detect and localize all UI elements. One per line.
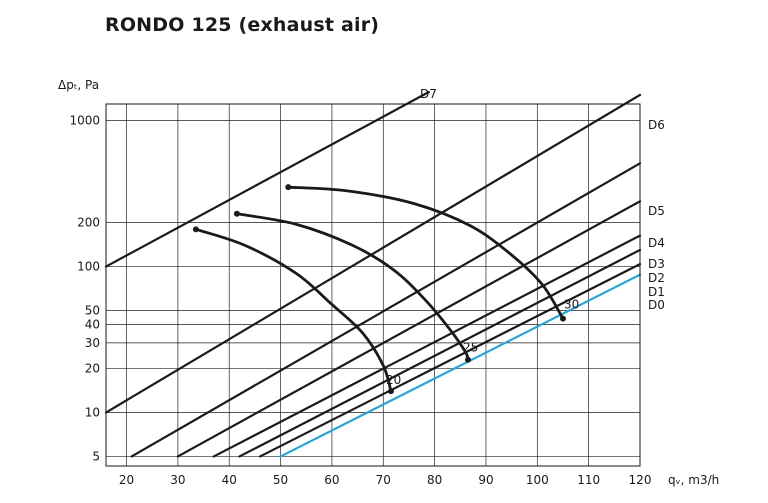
- x-axis-label: qᵥ, m3/h: [668, 473, 719, 487]
- x-tick-label: 100: [526, 473, 549, 487]
- y-tick-label: 30: [85, 336, 100, 350]
- curve-start-dot: [192, 226, 199, 233]
- x-tick-label: 20: [119, 473, 134, 487]
- series-line-d2: [238, 248, 642, 458]
- series-line-d5: [130, 162, 642, 458]
- x-tick-label: 90: [478, 473, 493, 487]
- series-line-d4: [176, 200, 642, 458]
- y-tick-label: 100: [77, 260, 100, 274]
- x-tick-label: 40: [222, 473, 237, 487]
- series-label-d5: D5: [648, 204, 665, 218]
- y-tick-label: 40: [85, 318, 100, 332]
- series-lines: [104, 90, 642, 458]
- x-tick-label: 60: [324, 473, 339, 487]
- series-line-d0: [279, 273, 642, 458]
- x-tick-label: 30: [170, 473, 185, 487]
- series-line-d6: [104, 93, 642, 414]
- x-tick-label: 70: [376, 473, 391, 487]
- sound-curve-label: 20: [386, 373, 401, 387]
- plot-frame: [105, 103, 641, 467]
- curve-end-dot: [464, 356, 471, 363]
- y-tick-label: 200: [77, 216, 100, 230]
- series-label-d3: D3: [648, 257, 665, 271]
- x-tick-label: 110: [577, 473, 600, 487]
- series-line-d7: [104, 90, 430, 268]
- x-tick-label: 120: [629, 473, 652, 487]
- curve-end-dot: [387, 388, 394, 395]
- chart-title: RONDO 125 (exhaust air): [105, 14, 380, 36]
- x-tick-label: 50: [273, 473, 288, 487]
- y-axis-label: Δpₜ, Pa: [58, 78, 99, 92]
- y-tick-label: 5: [92, 449, 100, 463]
- series-line-d1: [258, 262, 642, 458]
- sound-curve-label: 30: [564, 298, 579, 312]
- sound-curve-30: [288, 185, 565, 320]
- curve-start-dot: [233, 210, 240, 217]
- curve-end-dot: [559, 315, 566, 322]
- x-tick-label: 80: [427, 473, 442, 487]
- series-label-d0: D0: [648, 298, 665, 312]
- sound-curve-label: 25: [463, 341, 478, 355]
- curve-start-dot: [285, 184, 292, 191]
- series-label-d2: D2: [648, 271, 665, 285]
- y-tick-label: 20: [85, 362, 100, 376]
- series-line-d3: [212, 234, 642, 458]
- series-label-d6: D6: [648, 118, 665, 132]
- y-tick-label: 1000: [69, 114, 100, 128]
- series-label-d1: D1: [648, 285, 665, 299]
- y-tick-label: 50: [85, 304, 100, 318]
- x-tick-labels: 20 30 40 50 60 70 80 90 100 110 120: [119, 473, 652, 487]
- series-label-d4: D4: [648, 236, 665, 250]
- series-label-d7: D7: [420, 87, 437, 101]
- sound-curve-25: [236, 212, 470, 361]
- y-tick-label: 10: [85, 406, 100, 420]
- sound-curve-20: [195, 227, 393, 392]
- grid: [106, 104, 640, 466]
- sound-curves: 20 25 30: [192, 184, 579, 395]
